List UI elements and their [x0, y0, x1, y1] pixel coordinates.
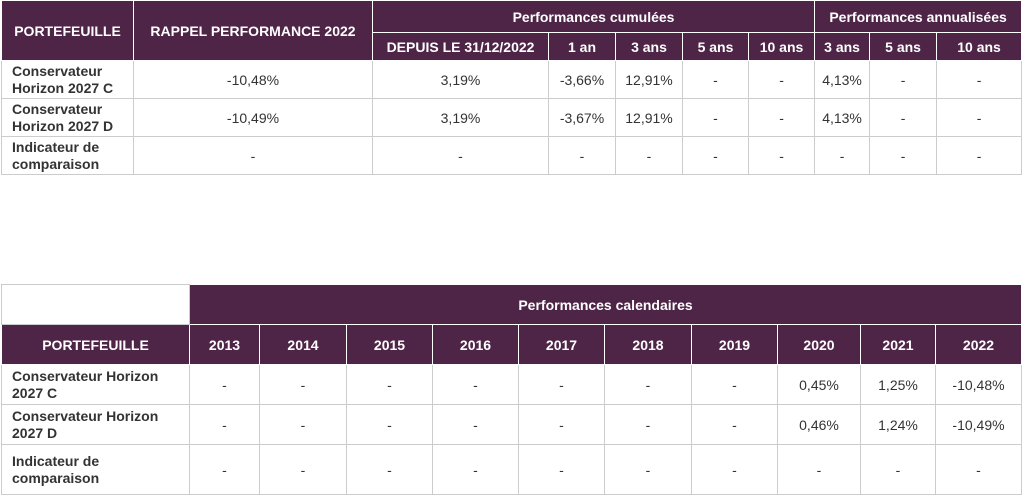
cumul-value: -3,67% — [548, 98, 616, 137]
header-group-annualisees: Performances annualisées — [814, 0, 1022, 33]
year-value: - — [518, 364, 605, 405]
row-label: Conservateur Horizon 2027 D — [1, 98, 134, 137]
header-annual-10ans: 10 ans — [936, 32, 1022, 61]
year-value: - — [259, 364, 347, 405]
year-value: - — [189, 404, 260, 445]
year-value: - — [432, 404, 519, 445]
year-value: 0,46% — [777, 404, 861, 445]
cumul-value: 12,91% — [615, 60, 683, 99]
year-value: - — [934, 444, 1022, 495]
cumul-value: 12,91% — [615, 98, 683, 137]
cumul-value: - — [615, 136, 683, 175]
year-value: - — [189, 444, 260, 495]
table-row: Conservateur Horizon 2027 C -10,48% 3,19%… — [1, 60, 1022, 99]
year-value: - — [346, 444, 433, 495]
row-label: Indicateur de comparaison — [1, 444, 190, 495]
year-value: - — [691, 404, 778, 445]
year-value: - — [691, 364, 778, 405]
year-value: - — [259, 444, 347, 495]
year-value: - — [777, 444, 861, 495]
year-value: -10,49% — [934, 404, 1022, 445]
table-row: Indicateur de comparaison - - - - - - - -… — [1, 136, 1022, 175]
header-rappel-performance: RAPPEL PERFORMANCE 2022 — [133, 0, 373, 61]
year-value: - — [259, 404, 347, 445]
header-year: 2013 — [189, 324, 260, 365]
cumul-value: - — [682, 60, 749, 99]
annual-value: - — [814, 136, 871, 175]
year-value: -10,48% — [934, 364, 1022, 405]
header-portefeuille: PORTEFEUILLE — [1, 0, 134, 61]
header-year: 2014 — [259, 324, 347, 365]
year-value: - — [432, 364, 519, 405]
row-label: Conservateur Horizon 2027 D — [1, 404, 190, 445]
header-cumul-1an: 1 an — [548, 32, 616, 61]
cumul-value: - — [747, 98, 816, 137]
rappel-value: - — [133, 136, 373, 175]
rappel-value: -10,48% — [133, 60, 373, 99]
corner-cell — [1, 284, 190, 325]
row-label: Conservateur Horizon 2027 C — [1, 60, 134, 99]
annual-value: - — [936, 136, 1022, 175]
annual-value: - — [869, 60, 938, 99]
year-value: - — [691, 444, 778, 495]
header-annual-5ans: 5 ans — [869, 32, 938, 61]
table-row: Conservateur Horizon 2027 D -10,49% 3,19%… — [1, 98, 1022, 137]
header-year: 2015 — [346, 324, 433, 365]
cumul-value: - — [682, 136, 749, 175]
year-value: - — [346, 404, 433, 445]
rappel-value: -10,49% — [133, 98, 373, 137]
table-row: Conservateur Horizon 2027 D - - - - - - -… — [1, 404, 1022, 445]
cumul-value: - — [548, 136, 616, 175]
header-cumul-depuis: DEPUIS LE 31/12/2022 — [372, 32, 549, 61]
header-portefeuille: PORTEFEUILLE — [1, 324, 190, 365]
cumul-value: 3,19% — [372, 98, 549, 137]
header-year: 2017 — [518, 324, 605, 365]
year-value: - — [432, 444, 519, 495]
header-group-cumulees: Performances cumulées — [371, 0, 816, 33]
header-year: 2018 — [604, 324, 692, 365]
year-value: - — [604, 404, 692, 445]
header-cumul-5ans: 5 ans — [682, 32, 749, 61]
year-value: - — [860, 444, 936, 495]
annual-value: - — [869, 136, 938, 175]
year-value: - — [518, 444, 605, 495]
cumul-value: 3,19% — [372, 60, 549, 99]
year-value: - — [346, 364, 433, 405]
cumul-value: - — [372, 136, 549, 175]
cumul-value: - — [682, 98, 749, 137]
header-group-calendaires: Performances calendaires — [188, 284, 1022, 325]
cumul-value: -3,66% — [548, 60, 616, 99]
year-value: - — [604, 444, 692, 495]
year-value: 1,24% — [860, 404, 936, 445]
cumul-value: - — [747, 60, 816, 99]
header-cumul-10ans: 10 ans — [747, 32, 816, 61]
header-year: 2019 — [691, 324, 778, 365]
header-cumul-3ans: 3 ans — [615, 32, 683, 61]
table-row: Indicateur de comparaison - - - - - - - -… — [1, 444, 1022, 495]
performance-calendar-table: Performances calendaires PORTEFEUILLE 20… — [1, 284, 1022, 495]
table-row: Conservateur Horizon 2027 C - - - - - - -… — [1, 364, 1022, 405]
year-value: 1,25% — [860, 364, 936, 405]
annual-value: - — [869, 98, 938, 137]
header-year: 2016 — [432, 324, 519, 365]
row-label: Conservateur Horizon 2027 C — [1, 364, 190, 405]
performance-cumulative-table: PORTEFEUILLE RAPPEL PERFORMANCE 2022 Per… — [1, 0, 1022, 175]
header-annual-3ans: 3 ans — [814, 32, 871, 61]
year-value: 0,45% — [777, 364, 861, 405]
header-year: 2020 — [777, 324, 861, 365]
header-year: 2021 — [860, 324, 936, 365]
annual-value: 4,13% — [814, 98, 871, 137]
cumul-value: - — [747, 136, 816, 175]
annual-value: 4,13% — [814, 60, 871, 99]
header-year: 2022 — [934, 324, 1022, 365]
year-value: - — [604, 364, 692, 405]
annual-value: - — [936, 60, 1022, 99]
annual-value: - — [936, 98, 1022, 137]
year-value: - — [518, 404, 605, 445]
year-value: - — [189, 364, 260, 405]
row-label: Indicateur de comparaison — [1, 136, 134, 175]
